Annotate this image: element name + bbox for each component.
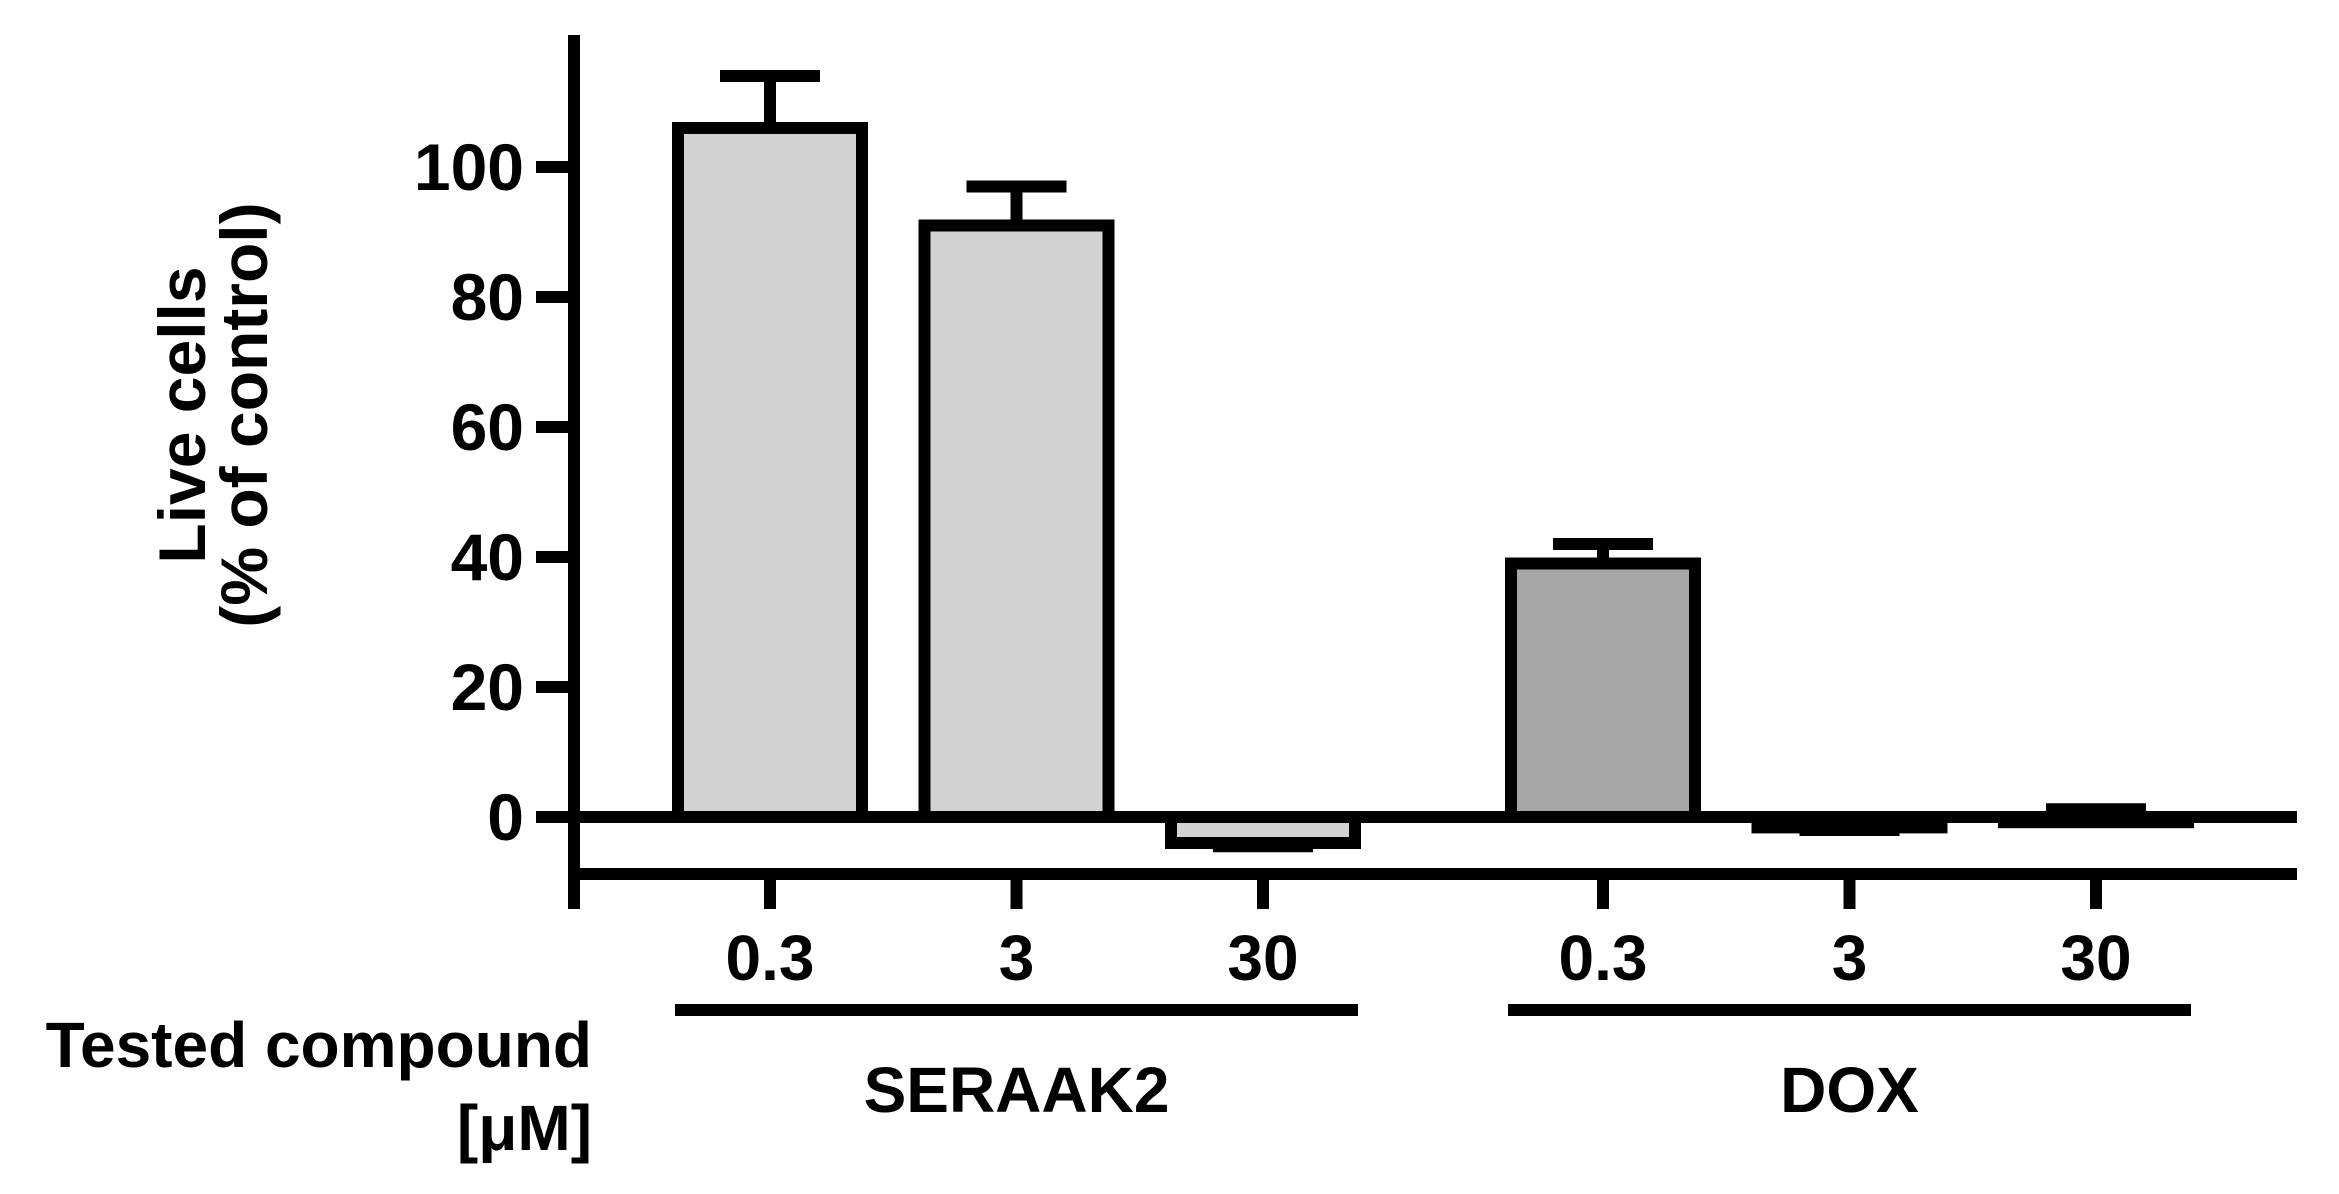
- bar: [1505, 557, 1701, 823]
- bar: [672, 122, 868, 823]
- x-axis-title-line: [μM]: [457, 1092, 592, 1164]
- y-axis-title-line: Live cells: [145, 266, 219, 563]
- group-label: DOX: [1780, 1054, 1919, 1126]
- x-axis-title-line: Tested compound: [46, 1009, 592, 1081]
- y-tick-label: 0: [487, 780, 524, 854]
- concentration-label: 0.3: [1559, 922, 1648, 994]
- concentration-label: 3: [999, 922, 1035, 994]
- concentration-label: 0.3: [726, 922, 815, 994]
- y-tick-label: 80: [451, 260, 524, 334]
- concentration-label: 3: [1832, 922, 1868, 994]
- y-tick-label: 20: [451, 650, 524, 724]
- y-tick-label: 100: [414, 130, 524, 204]
- y-tick-label: 40: [451, 520, 524, 594]
- bar: [918, 219, 1115, 823]
- y-axis-title-line: (% of control): [207, 202, 281, 627]
- concentration-label: 30: [2060, 922, 2131, 994]
- concentration-label: 30: [1227, 922, 1298, 994]
- y-tick-label: 60: [451, 390, 524, 464]
- group-label: SERAAK2: [864, 1054, 1170, 1126]
